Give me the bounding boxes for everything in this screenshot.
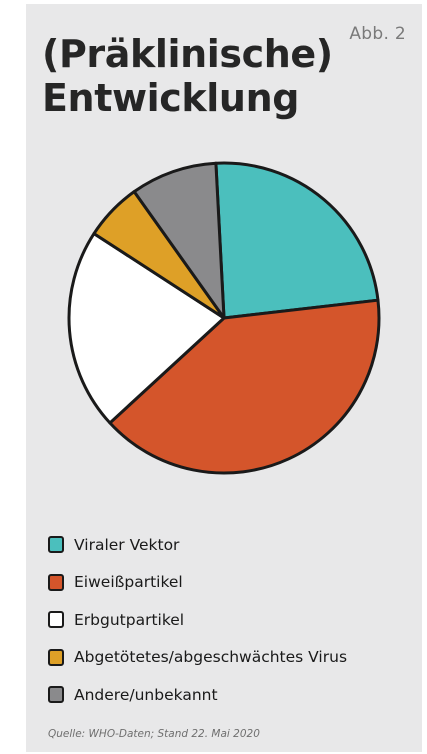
legend-label: Eiweißpartikel	[74, 573, 183, 592]
legend-item: Eiweißpartikel	[48, 564, 347, 602]
legend-swatch	[48, 686, 64, 704]
legend-label: Andere/unbekannt	[74, 685, 218, 704]
legend-label: Abgetötetes/abgeschwächtes Virus	[74, 648, 348, 667]
legend-item: Andere/unbekannt	[48, 676, 347, 714]
figure-number: Abb. 2	[349, 24, 406, 44]
chart-title-line-1: (Präklinische)	[42, 32, 333, 76]
legend-label: Viraler Vektor	[74, 535, 180, 554]
pie-slice-0	[214, 161, 380, 320]
legend-swatch	[48, 573, 64, 591]
pie-slice-2	[67, 232, 226, 425]
legend-item: Viraler Vektor	[48, 526, 347, 564]
pie-chart	[67, 161, 381, 475]
source-note: Quelle: WHO-Daten; Stand 22. Mai 2020	[48, 728, 260, 740]
legend-swatch	[48, 611, 64, 629]
figure-card: Abb. 2 (Präklinische) Entwicklung Virale…	[26, 4, 422, 752]
chart-title: (Präklinische) Entwicklung	[42, 32, 333, 120]
legend-label: Erbgutpartikel	[74, 610, 185, 629]
legend-swatch	[48, 536, 64, 554]
pie-slice-1	[108, 298, 381, 475]
legend-item: Abgetötetes/abgeschwächtes Virus	[48, 639, 347, 677]
legend-swatch	[48, 648, 64, 666]
chart-legend: Viraler Vektor Eiweißpartikel Erbgutpartik…	[48, 526, 347, 714]
chart-title-line-2: Entwicklung	[42, 76, 300, 120]
pie-slice-4	[132, 161, 226, 320]
legend-item: Erbgutpartikel	[48, 601, 347, 639]
